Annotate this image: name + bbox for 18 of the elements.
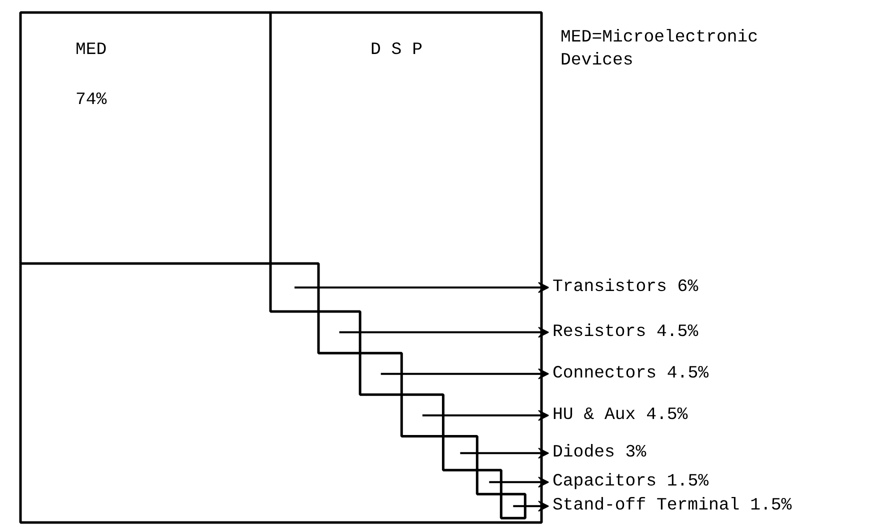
category-label: Diodes [552,444,615,463]
category-label: Resistors [552,322,646,342]
text: D S P [370,41,422,60]
data-label: 74% [76,91,108,110]
data-label: 1.5% [750,496,792,516]
category-label: HU & Aux [552,406,636,425]
text: MED=Microelectronic Devices [560,28,758,70]
category-label: Capacitors [552,472,656,492]
data-label: 4.5% [656,322,699,342]
data-label: 3% [625,444,647,463]
category-label: Transistors [552,278,667,297]
data-label: 4.5% [666,364,710,384]
data-label: 4.5% [646,406,688,425]
data-label: 6% [677,278,699,297]
category-label: Connectors [552,364,656,384]
category-label: MED [76,41,107,60]
category-label: Stand-off Terminal [552,496,740,516]
data-label: 1.5% [666,472,710,492]
